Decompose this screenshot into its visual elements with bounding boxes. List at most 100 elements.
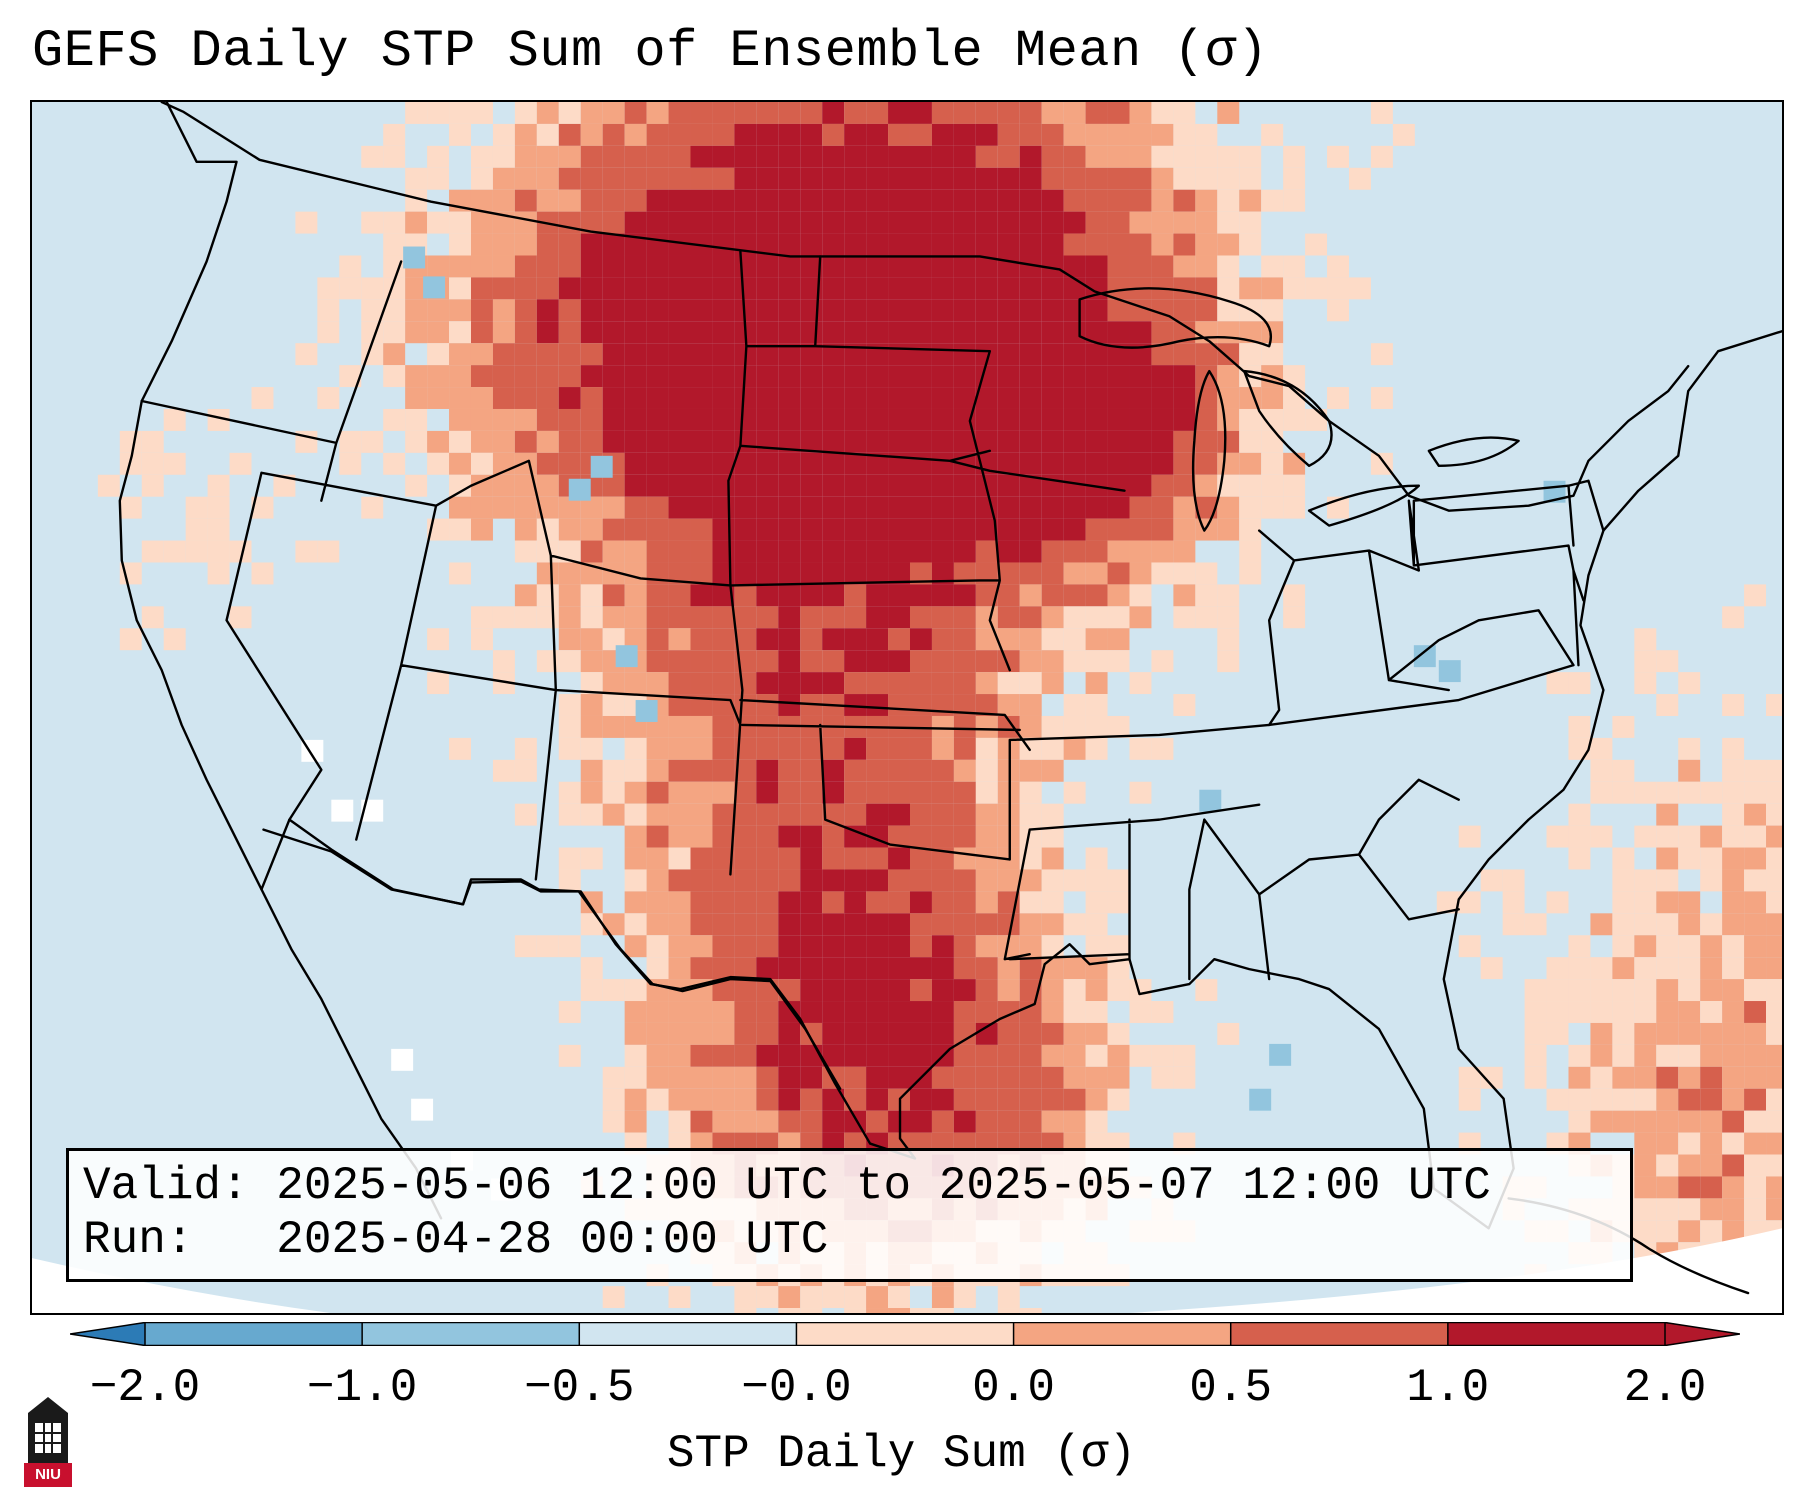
anomaly-cell xyxy=(580,606,603,629)
anomaly-cell xyxy=(1217,167,1240,190)
anomaly-cell xyxy=(580,759,603,782)
anomaly-cell xyxy=(1590,1066,1613,1089)
anomaly-cell xyxy=(1700,1220,1723,1243)
anomaly-cell xyxy=(251,387,274,409)
anomaly-cell xyxy=(909,518,932,541)
anomaly-cell xyxy=(1744,759,1767,782)
anomaly-cell xyxy=(119,496,142,519)
anomaly-cell xyxy=(909,935,932,958)
colorbar-tick-label: −0.5 xyxy=(524,1362,635,1414)
anomaly-cell xyxy=(822,759,845,782)
anomaly-cell xyxy=(492,365,515,388)
anomaly-cell xyxy=(756,1110,779,1133)
anomaly-cell xyxy=(1546,1022,1569,1045)
anomaly-cell xyxy=(1744,979,1767,1002)
anomaly-cell xyxy=(470,496,493,519)
anomaly-cell xyxy=(953,1088,976,1111)
anomaly-cell xyxy=(931,321,954,344)
anomaly-cell xyxy=(953,891,976,914)
anomaly-cell xyxy=(185,518,208,541)
anomaly-cell xyxy=(1085,321,1108,344)
anomaly-cell xyxy=(909,1308,932,1313)
anomaly-cell xyxy=(1678,1110,1701,1133)
anomaly-cell xyxy=(1612,891,1635,914)
anomaly-cell xyxy=(756,123,779,146)
anomaly-cell xyxy=(690,518,713,541)
anomaly-cell xyxy=(1195,343,1218,366)
anomaly-cell xyxy=(646,672,669,695)
anomaly-cell xyxy=(1107,1022,1130,1045)
anomaly-cell xyxy=(646,343,669,366)
anomaly-cell xyxy=(1327,145,1349,168)
anomaly-cell xyxy=(712,496,735,519)
anomaly-cell xyxy=(1283,496,1306,519)
anomaly-cell xyxy=(931,759,954,782)
anomaly-cell xyxy=(1458,935,1481,958)
anomaly-cell xyxy=(734,518,757,541)
anomaly-cell xyxy=(624,343,647,366)
anomaly-cell xyxy=(888,145,910,168)
anomaly-cell xyxy=(1129,233,1152,256)
anomaly-cell xyxy=(668,540,691,563)
anomaly-cell xyxy=(602,803,625,826)
anomaly-cell xyxy=(602,123,625,146)
anomaly-cell xyxy=(646,277,669,300)
anomaly-cell xyxy=(602,715,625,738)
anomaly-cell xyxy=(888,891,910,914)
anomaly-cell xyxy=(800,1308,823,1313)
anomaly-cell xyxy=(185,540,208,563)
anomaly-cell xyxy=(1173,694,1196,716)
anomaly-cell xyxy=(1063,628,1086,651)
anomaly-cell xyxy=(800,913,823,936)
anomaly-cell xyxy=(207,562,230,585)
anomaly-cell xyxy=(909,452,932,475)
anomaly-cell xyxy=(668,145,691,168)
anomaly-cell xyxy=(953,628,976,651)
anomaly-cell xyxy=(1700,1044,1723,1067)
anomaly-cell xyxy=(1656,913,1679,936)
anomaly-cell xyxy=(405,387,428,409)
anomaly-cell xyxy=(1239,321,1262,344)
anomaly-cell xyxy=(1151,343,1174,366)
anomaly-cell xyxy=(909,211,932,234)
anomaly-cell xyxy=(844,650,867,673)
anomaly-cell xyxy=(1063,430,1086,453)
anomaly-cell xyxy=(975,299,998,322)
anomaly-cell xyxy=(822,825,845,848)
anomaly-cell xyxy=(909,979,932,1002)
anomaly-cell xyxy=(1700,957,1723,980)
colorbar-tick-label: 0.5 xyxy=(1189,1362,1273,1414)
anomaly-cell xyxy=(931,299,954,322)
anomaly-cell xyxy=(1678,935,1701,958)
anomaly-cell xyxy=(1612,1001,1635,1023)
anomaly-cell xyxy=(1195,408,1218,431)
anomaly-cell xyxy=(690,869,713,892)
anomaly-cell xyxy=(1019,825,1042,848)
anomaly-cell xyxy=(778,650,801,673)
anomaly-cell xyxy=(1129,606,1152,629)
anomaly-cell xyxy=(931,102,954,124)
anomaly-cell xyxy=(1085,102,1108,124)
anomaly-cell xyxy=(383,365,406,388)
anomaly-cell xyxy=(909,628,932,651)
anomaly-cell xyxy=(1634,1110,1657,1133)
anomaly-cell xyxy=(405,189,428,212)
anomaly-cell xyxy=(1656,957,1679,980)
anomaly-cell xyxy=(1480,869,1503,892)
anomaly-cell xyxy=(778,891,801,914)
anomaly-cell xyxy=(953,496,976,519)
anomaly-cell xyxy=(514,759,537,782)
anomaly-cell xyxy=(866,891,889,914)
anomaly-cell xyxy=(953,584,976,607)
anomaly-cell xyxy=(295,540,318,563)
anomaly-cell xyxy=(690,452,713,475)
anomaly-cell xyxy=(690,891,713,914)
anomaly-cell xyxy=(624,365,647,388)
anomaly-cell xyxy=(756,277,779,300)
anomaly-cell xyxy=(1722,694,1745,716)
anomaly-cell xyxy=(1041,628,1064,651)
anomaly-cell xyxy=(1107,496,1130,519)
anomaly-cell xyxy=(1502,913,1525,936)
anomaly-cell xyxy=(1766,1001,1782,1023)
anomaly-cell xyxy=(1217,365,1240,388)
